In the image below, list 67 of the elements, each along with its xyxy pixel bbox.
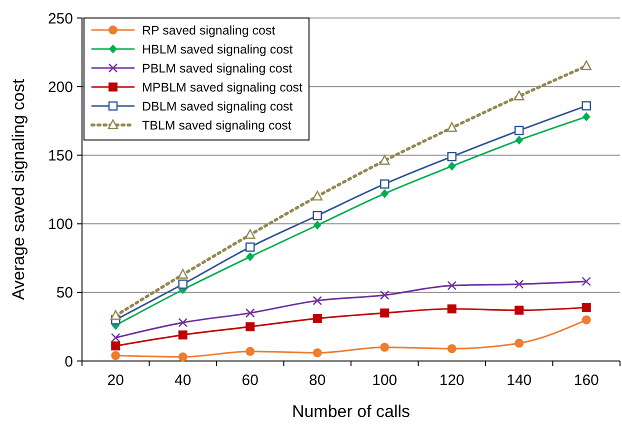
legend-label: TBLM saved signaling cost xyxy=(142,118,292,132)
point xyxy=(514,280,524,289)
point xyxy=(514,90,524,100)
point xyxy=(110,310,121,320)
x-tick-label: 60 xyxy=(242,372,258,389)
point xyxy=(312,348,322,358)
x-tick-label: 160 xyxy=(574,372,599,389)
point xyxy=(246,322,255,332)
legend-label: DBLM saved signaling cost xyxy=(142,99,294,114)
y-tick-label: 150 xyxy=(48,147,73,164)
y-axis-title: Average saved signaling cost xyxy=(9,78,28,300)
y-tick-label: 200 xyxy=(48,78,73,96)
point xyxy=(313,220,322,230)
point xyxy=(111,341,120,350)
x-tick-label: 140 xyxy=(506,372,532,389)
point xyxy=(447,152,457,162)
point xyxy=(582,302,591,312)
x-tick-label: 80 xyxy=(309,372,326,389)
point xyxy=(244,229,256,239)
point xyxy=(246,252,254,262)
y-tick-label: 0 xyxy=(64,353,73,370)
point xyxy=(380,290,390,300)
x-tick-label: 120 xyxy=(439,372,464,389)
x-tick-label: 100 xyxy=(372,372,398,389)
legend-label: RP saved signaling cost xyxy=(142,23,276,38)
point xyxy=(447,344,456,354)
x-tick-label: 20 xyxy=(107,372,124,389)
y-tick-label: 100 xyxy=(48,216,73,234)
point xyxy=(178,352,188,362)
x-tick-label: 40 xyxy=(174,372,192,389)
point xyxy=(582,101,592,110)
x-axis-title: Number of calls xyxy=(292,402,410,421)
legend-label: HBLM saved signaling cost xyxy=(142,42,294,56)
y-tick-label: 50 xyxy=(56,284,73,302)
point xyxy=(447,280,457,290)
point xyxy=(514,126,524,136)
point xyxy=(178,280,188,289)
point xyxy=(515,136,524,145)
point xyxy=(380,189,389,198)
point xyxy=(246,346,255,356)
point xyxy=(448,162,456,171)
point xyxy=(245,242,255,252)
point xyxy=(178,318,188,328)
point xyxy=(582,112,590,122)
point xyxy=(178,330,188,340)
point xyxy=(379,155,390,165)
point xyxy=(245,308,255,318)
point xyxy=(312,314,322,323)
point xyxy=(110,333,120,342)
point xyxy=(380,308,390,318)
point xyxy=(178,268,188,279)
point xyxy=(514,338,524,348)
point xyxy=(312,190,323,201)
legend-label: MPBLM saved signaling cost xyxy=(142,80,304,94)
legend-label: PBLM saved signaling cost xyxy=(142,61,293,76)
point xyxy=(514,306,524,315)
y-tick-label: 250 xyxy=(48,10,73,28)
point xyxy=(312,296,322,306)
point xyxy=(312,210,322,220)
point xyxy=(380,342,390,352)
point xyxy=(582,276,592,286)
point xyxy=(582,315,591,324)
point xyxy=(380,179,390,189)
point xyxy=(111,351,120,360)
point xyxy=(446,122,458,132)
point xyxy=(581,60,592,70)
point xyxy=(447,304,456,314)
